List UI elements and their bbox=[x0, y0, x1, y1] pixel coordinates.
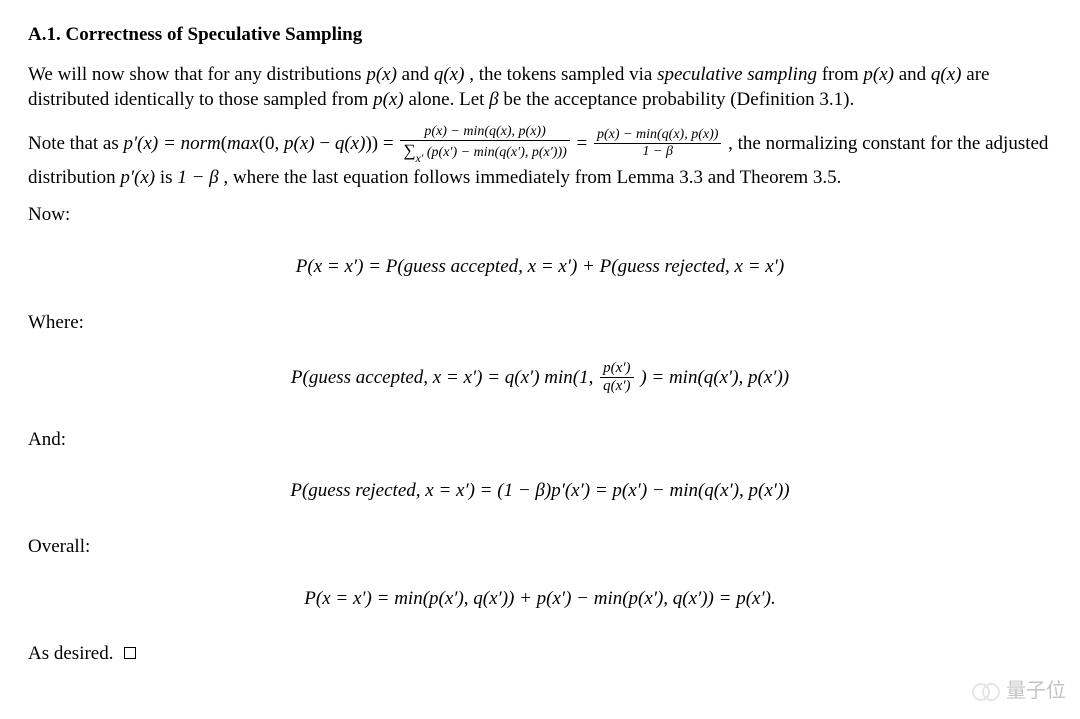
math-norm: norm bbox=[181, 133, 221, 154]
sum-index: x′ bbox=[415, 151, 423, 165]
math-p-of-x: p(x) bbox=[284, 133, 315, 154]
text: from bbox=[822, 64, 864, 85]
text: We will now show that for any distributi… bbox=[28, 64, 366, 85]
math-max: max bbox=[227, 133, 259, 154]
label-overall: Overall: bbox=[28, 534, 1052, 560]
equation-rejected: P(guess rejected, x = x′) = (1 − β)p′(x′… bbox=[28, 478, 1052, 504]
sum-symbol: ∑ bbox=[403, 141, 415, 160]
math-q-of-x: q(x) bbox=[335, 133, 366, 154]
equation-overall: P(x = x′) = min(p(x′), q(x′)) + p(x′) − … bbox=[28, 586, 1052, 612]
text: alone. Let bbox=[408, 89, 489, 110]
label-now: Now: bbox=[28, 202, 1052, 228]
speculative-sampling-term: speculative sampling bbox=[657, 64, 817, 85]
qed-box-icon bbox=[124, 647, 136, 659]
eq2-lhs: P(guess accepted, x = x′) = q(x′) min(1, bbox=[291, 367, 598, 388]
math-p-of-x: p(x) bbox=[373, 89, 404, 110]
eq2-rhs: ) = min(q(x′), p(x′)) bbox=[640, 367, 789, 388]
eq2-frac-num: p(x′) bbox=[603, 360, 630, 376]
eq4: P(x = x′) = min(p(x′), q(x′)) + p(x′) − … bbox=[304, 588, 775, 609]
eq2-frac-den: q(x′) bbox=[603, 378, 630, 394]
fraction-2: p(x) − min(q(x), p(x)) 1 − β bbox=[594, 127, 721, 160]
frac2-den: 1 − β bbox=[643, 144, 673, 159]
fraction-eq2: p(x′) q(x′) bbox=[600, 360, 633, 396]
watermark-text: 量子位 bbox=[1006, 678, 1066, 705]
text: be the acceptance probability (Definitio… bbox=[503, 89, 854, 110]
watermark: 量子位 bbox=[972, 678, 1066, 705]
watermark-logo-icon bbox=[972, 680, 1000, 704]
frac2-num: p(x) − min(q(x), p(x)) bbox=[597, 127, 718, 142]
label-where: Where: bbox=[28, 310, 1052, 336]
frac1-num: p(x) − min(q(x), p(x)) bbox=[424, 124, 545, 139]
math-p-of-x: p(x) bbox=[863, 64, 894, 85]
text: and bbox=[899, 64, 931, 85]
equation-total-probability: P(x = x′) = P(guess accepted, x = x′) + … bbox=[28, 254, 1052, 280]
text: Note that as bbox=[28, 133, 124, 154]
paper-section: A.1. Correctness of Speculative Sampling… bbox=[0, 0, 1080, 719]
paragraph-note: Note that as p′(x) = norm(max(0, p(x) − … bbox=[28, 125, 1052, 190]
math-q-of-x: q(x) bbox=[931, 64, 962, 85]
math-one-minus-beta: 1 − β bbox=[177, 167, 218, 188]
eq3: P(guess rejected, x = x′) = (1 − β)p′(x′… bbox=[290, 480, 789, 501]
equation-accepted: P(guess accepted, x = x′) = q(x′) min(1,… bbox=[28, 361, 1052, 397]
paragraph-intro: We will now show that for any distributi… bbox=[28, 62, 1052, 113]
inline-equation-pprime: p′(x) = norm(max(0, p(x) − q(x))) = p(x)… bbox=[124, 133, 729, 154]
section-heading: A.1. Correctness of Speculative Sampling bbox=[28, 22, 1052, 48]
text: , where the last equation follows immedi… bbox=[223, 167, 841, 188]
frac1-den-body: (p(x′) − min(q(x′), p(x′))) bbox=[427, 145, 567, 160]
text: and bbox=[402, 64, 434, 85]
math-q-of-x: q(x) bbox=[434, 64, 465, 85]
math-p-of-x: p(x) bbox=[366, 64, 397, 85]
as-desired: As desired. bbox=[28, 641, 1052, 667]
math-beta: β bbox=[489, 89, 498, 110]
math-pprime-x: p′(x) bbox=[120, 167, 155, 188]
eq1: P(x = x′) = P(guess accepted, x = x′) + … bbox=[296, 256, 784, 277]
text: , the tokens sampled via bbox=[469, 64, 657, 85]
as-desired-text: As desired. bbox=[28, 643, 113, 664]
label-and: And: bbox=[28, 427, 1052, 453]
fraction-1: p(x) − min(q(x), p(x)) ∑x′ (p(x′) − min(… bbox=[400, 124, 569, 164]
text: is bbox=[160, 167, 177, 188]
math-pprime-lhs: p′(x) = bbox=[124, 133, 181, 154]
